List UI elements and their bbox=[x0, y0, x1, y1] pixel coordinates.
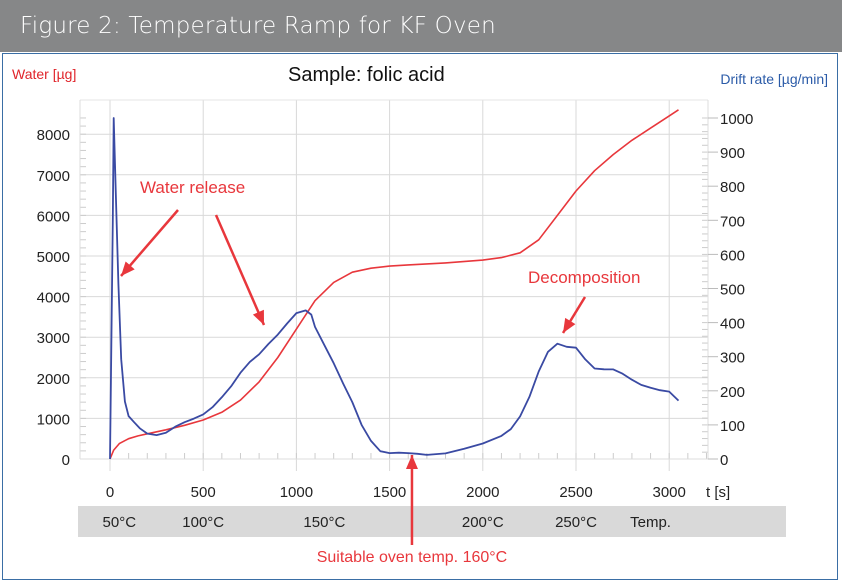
figure-header: Figure 2: Temperature Ramp for KF Oven bbox=[0, 0, 842, 52]
y-left-tick-label: 0 bbox=[62, 452, 70, 469]
y-left-tick-label: 1000 bbox=[37, 411, 70, 428]
arrow-oven-temp-head bbox=[405, 455, 418, 469]
y-left-tick-label: 7000 bbox=[37, 168, 70, 185]
series-line-water bbox=[109, 109, 679, 460]
y-right-tick-label: 600 bbox=[720, 247, 745, 264]
temperature-strip bbox=[78, 506, 786, 537]
y-right-tick-label: 200 bbox=[720, 384, 745, 401]
arrow-water-release-1-head bbox=[121, 261, 135, 276]
y-left-tick-label: 4000 bbox=[37, 290, 70, 307]
arrow-water-release-2 bbox=[214, 214, 266, 326]
temperature-label: 100°C bbox=[182, 514, 224, 531]
y-right-tick-label: 300 bbox=[720, 350, 745, 367]
temperature-label: 150°C bbox=[303, 514, 345, 531]
x-tick-label: 1500 bbox=[373, 484, 406, 501]
x-tick-label: 1000 bbox=[280, 484, 313, 501]
y-left-tick-label: 8000 bbox=[37, 127, 70, 144]
temperature-label: 200°C bbox=[462, 514, 504, 531]
x-tick-label: 0 bbox=[106, 484, 114, 501]
arrow-water-release-2-head bbox=[252, 309, 264, 325]
y-left-tick-label: 5000 bbox=[37, 249, 70, 266]
annotation-water-release: Water release bbox=[140, 178, 245, 197]
y-right-tick-label: 500 bbox=[720, 282, 745, 299]
chart-title: Sample: folic acid bbox=[288, 64, 445, 86]
y-right-tick-label: 0 bbox=[720, 452, 728, 469]
left-axis-label: Water [µg] bbox=[12, 66, 77, 82]
x-tick-label: 3000 bbox=[653, 484, 686, 501]
y-right-tick-label: 100 bbox=[720, 418, 745, 435]
y-left-tick-label: 2000 bbox=[37, 371, 70, 388]
chart-panel bbox=[2, 53, 838, 580]
annotation-oven-temp: Suitable oven temp. 160°C bbox=[317, 549, 508, 566]
y-left-tick-label: 6000 bbox=[37, 208, 70, 225]
temperature-label: 250°C bbox=[555, 514, 597, 531]
y-right-tick-label: 400 bbox=[720, 316, 745, 333]
y-right-tick-label: 800 bbox=[720, 179, 745, 196]
temperature-label: Temp. bbox=[630, 514, 671, 531]
x-axis-label: t [s] bbox=[706, 484, 730, 501]
annotation-decomposition: Decomposition bbox=[528, 268, 640, 287]
series-line-drift-rate bbox=[109, 117, 680, 460]
y-right-tick-label: 700 bbox=[720, 213, 745, 230]
figure-title: Figure 2: Temperature Ramp for KF Oven bbox=[20, 13, 496, 39]
y-right-tick-label: 900 bbox=[720, 145, 745, 162]
x-tick-label: 2000 bbox=[466, 484, 499, 501]
x-tick-label: 500 bbox=[191, 484, 216, 501]
y-right-tick-label: 1000 bbox=[720, 111, 753, 128]
right-axis-label: Drift rate [µg/min] bbox=[720, 71, 828, 87]
arrow-water-release-1 bbox=[120, 209, 179, 277]
arrow-decomposition-head bbox=[563, 317, 576, 333]
y-left-tick-label: 3000 bbox=[37, 330, 70, 347]
x-tick-label: 2500 bbox=[559, 484, 592, 501]
temperature-label: 50°C bbox=[103, 514, 137, 531]
